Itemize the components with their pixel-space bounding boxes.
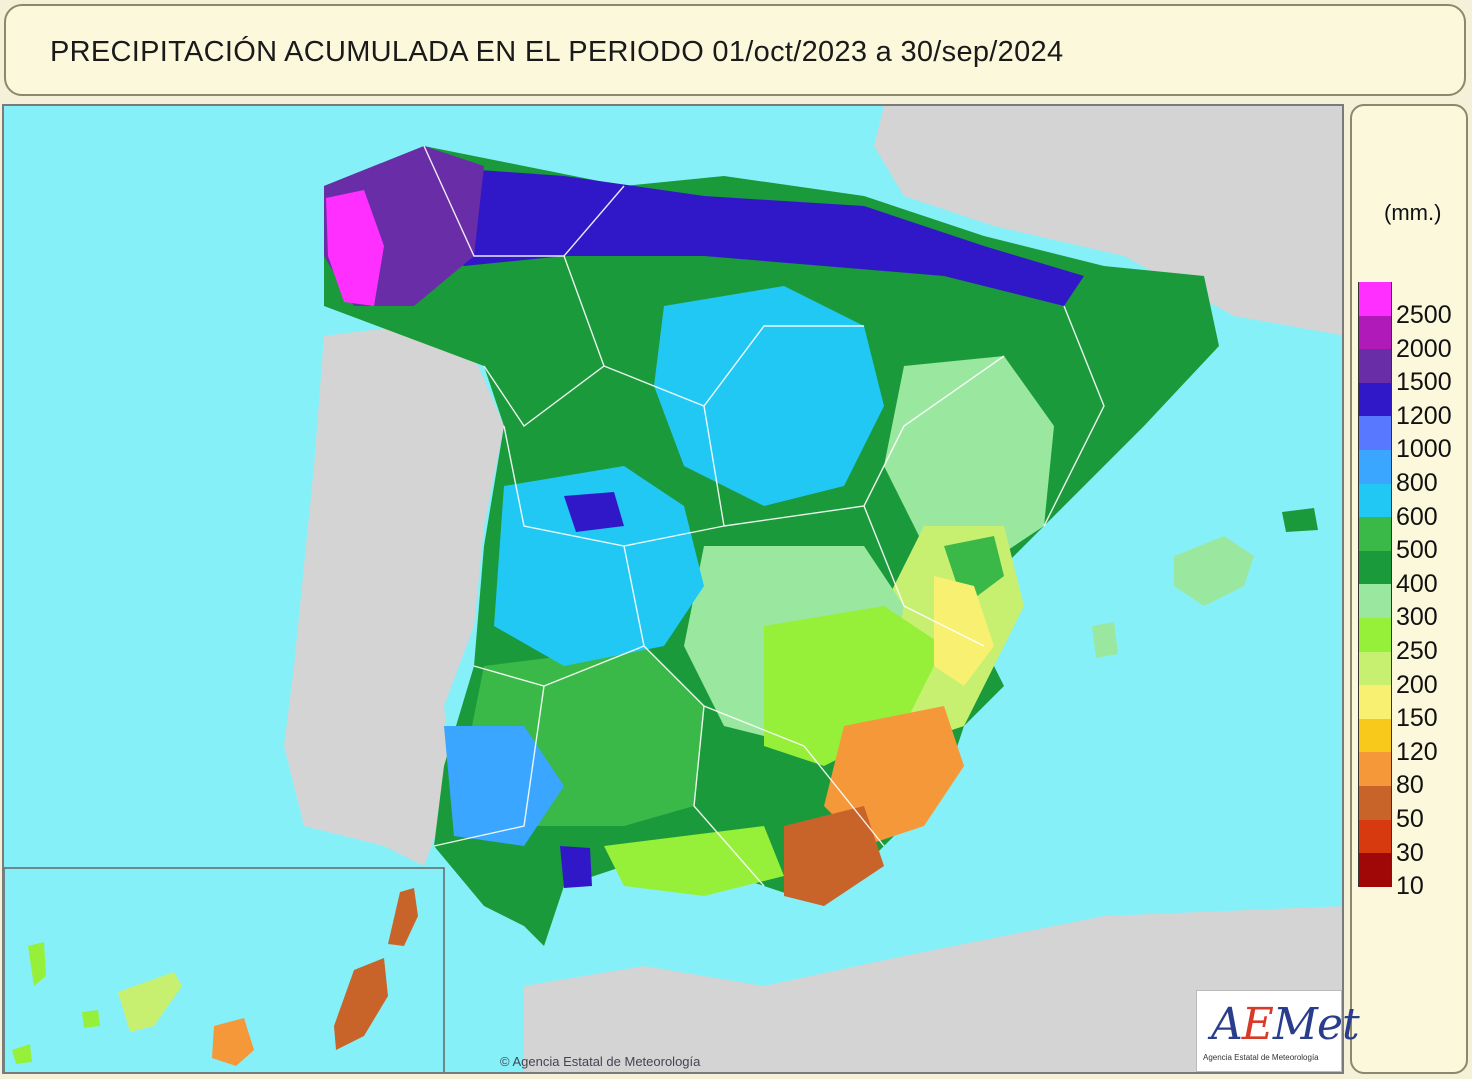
legend-row: 200 [1352,651,1470,698]
canary-fuerteventura [334,958,388,1050]
legend-swatch [1358,617,1392,652]
legend-value: 800 [1396,468,1438,497]
legend-value: 500 [1396,536,1438,565]
spain-blue-spot-cadiz [560,846,592,888]
spain-lightgreen-andalusia-coast [604,826,784,896]
canary-lanzarote [388,888,418,946]
legend-value: 1500 [1396,368,1452,397]
canary-inset-frame [4,867,445,1072]
legend-swatch [1358,483,1392,518]
canary-tenerife [118,972,182,1032]
legend-row: 2000 [1352,315,1470,362]
legend-swatch [1358,853,1392,887]
legend-unit: (mm.) [1384,200,1442,225]
province-borders [423,145,1105,887]
legend-value: 2500 [1396,301,1452,329]
spain-magenta-galicia-coast [326,190,384,306]
precipitation-map [2,104,1344,1074]
legend-value: 10 [1396,872,1424,901]
legend-row: 1200 [1352,382,1470,429]
legend-row: 400 [1352,550,1470,597]
ibiza-island [1092,622,1118,658]
legend-value: 150 [1396,704,1438,733]
africa-landmass [524,906,1342,1072]
legend-row: 10 [1352,853,1470,899]
portugal-landmass [284,326,504,866]
legend-value: 200 [1396,670,1438,699]
legend-value: 1000 [1396,435,1452,464]
italy-sardinia-landmass [1234,146,1342,306]
legend-value: 2000 [1396,334,1452,363]
legend-swatch [1358,752,1392,786]
title-bar: PRECIPITACIÓN ACUMULADA EN EL PERIODO 01… [4,4,1466,96]
france-landmass [874,106,1342,336]
legend-row: 1000 [1352,416,1470,462]
legend-panel: (mm.) 2500 2000 1500 1200 1000 800 600 500 400 30… [1350,104,1468,1074]
spain-blue-spot-central [564,492,624,532]
spain-yellow-valencia-coast [934,576,994,686]
legend-row: 300 [1352,584,1470,630]
legend-value: 50 [1396,804,1424,833]
legend-swatch [1358,449,1392,484]
legend-swatch [1358,416,1392,450]
legend-row: 30 [1352,819,1470,866]
legend-swatch [1358,349,1392,383]
legend-swatch [1358,651,1392,686]
spain-light-green-east [884,356,1054,566]
legend-value: 400 [1396,569,1438,598]
aemet-logo: AEMet Agencia Estatal de Meteorología [1196,990,1360,1072]
legend-row: 500 [1352,517,1470,563]
map-graphic [4,106,1342,1072]
legend-value: 80 [1396,771,1424,800]
legend-swatch [1358,282,1392,316]
legend-row: 80 [1352,752,1470,798]
legend-row: 250 [1352,617,1470,664]
legend-swatch [1358,718,1392,753]
aemet-logo-subtitle: Agencia Estatal de Meteorología [1203,1053,1319,1062]
map-title: PRECIPITACIÓN ACUMULADA EN EL PERIODO 01… [50,36,1064,68]
legend-value: 30 [1396,838,1424,867]
canary-gran-canaria [212,1018,254,1066]
legend-swatch [1358,819,1392,854]
mallorca-island [1174,536,1254,606]
legend-value: 1200 [1396,401,1452,430]
legend-swatch [1358,315,1392,350]
canary-la-gomera [82,1010,100,1028]
legend-swatch [1358,382,1392,417]
aemet-logo-text: AEMet [1211,999,1360,1050]
legend-scale: 2500 2000 1500 1200 1000 800 600 500 400 300 250 20… [1352,282,1470,899]
legend-value: 250 [1396,636,1438,665]
legend-swatch [1358,785,1392,820]
legend-swatch [1358,517,1392,551]
legend-row: 120 [1352,718,1470,765]
legend-value: 300 [1396,603,1438,632]
legend-row: 800 [1352,449,1470,496]
legend-row: 1500 [1352,349,1470,395]
legend-row: 50 [1352,785,1470,832]
legend-swatch [1358,685,1392,719]
legend-swatch [1358,550,1392,585]
legend-value: 120 [1396,737,1438,766]
spain-cyan-center [494,466,704,666]
spain-brown-almeria [784,806,884,906]
legend-row: 2500 [1352,282,1470,328]
canary-el-hierro [12,1044,32,1064]
legend-swatch [1358,584,1392,618]
legend-row: 600 [1352,483,1470,530]
copyright-note: © Agencia Estatal de Meteorología [500,1054,701,1069]
legend-value: 600 [1396,502,1438,531]
menorca-island [1282,508,1318,532]
legend-row: 150 [1352,685,1470,731]
spain-blue-north-coast [404,166,1084,306]
canary-la-palma [28,942,46,986]
